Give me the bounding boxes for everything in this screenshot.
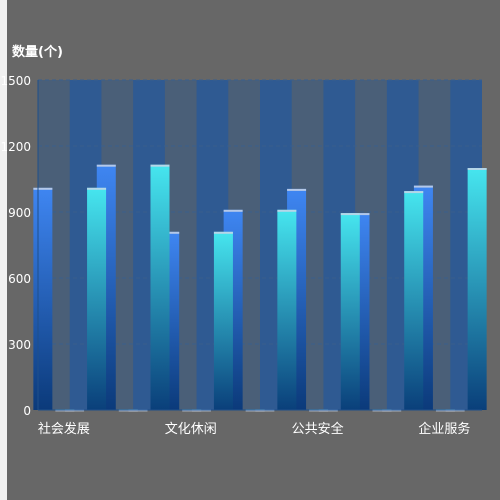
x-tick-label: 企业服务: [418, 421, 470, 437]
bar-cap: [223, 209, 243, 212]
bar-cap: [160, 231, 180, 234]
bar: [150, 164, 170, 410]
bar-cap: [96, 164, 116, 167]
y-tick-label: 1500: [0, 74, 31, 88]
bar: [277, 209, 297, 410]
bar: [467, 168, 487, 410]
bar: [87, 187, 107, 410]
y-tick-label: 300: [8, 338, 31, 352]
bar-cap: [413, 185, 433, 188]
y-tick-label: 600: [8, 272, 31, 286]
bar-cap: [467, 168, 487, 170]
left-edge-strip: [0, 0, 7, 500]
bar-cap: [340, 213, 360, 216]
bar: [340, 213, 360, 410]
bar-cap: [150, 164, 170, 167]
bar-cap: [287, 188, 307, 191]
bar-cap: [350, 213, 370, 216]
bar-cap: [33, 187, 53, 190]
bar: [213, 231, 233, 410]
bar-cap: [87, 187, 107, 190]
x-tick-label: 社会发展: [38, 421, 90, 437]
y-tick-label: 1200: [0, 140, 31, 154]
x-tick-label: 公共安全: [292, 421, 344, 437]
y-axis-title: 数量(个): [12, 44, 63, 60]
x-tick-label: 文化休闲: [165, 422, 217, 437]
bar-cap: [404, 191, 424, 194]
bar-cap: [213, 231, 233, 234]
y-tick-label: 0: [23, 404, 31, 418]
bar: [404, 191, 424, 410]
bar-cap: [277, 209, 297, 212]
y-tick-label: 900: [8, 206, 31, 220]
bar: [33, 187, 53, 410]
